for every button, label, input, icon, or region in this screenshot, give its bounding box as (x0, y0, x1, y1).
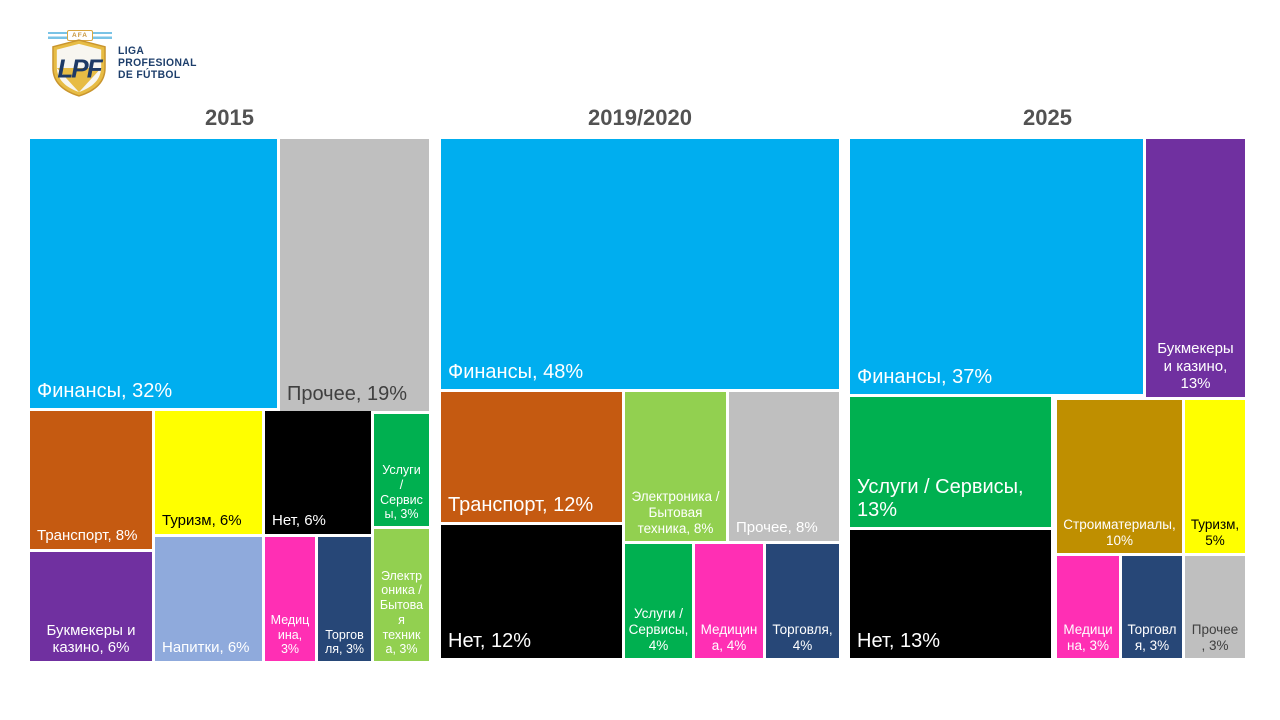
tile-label: Нет, 12% (448, 630, 531, 653)
treemap-2015: Финансы, 32% Прочее, 19% Транспорт, 8% Букм… (30, 139, 429, 661)
tile-label: Прочее, 8% (736, 519, 818, 537)
tile-label: Медици на, 3% (1063, 622, 1113, 654)
treemap-tile: Медицин а, 4% (695, 544, 763, 658)
logo-wordmark: LIGA PROFESIONAL DE FÚTBOL (118, 45, 197, 81)
tile-label: Строиматериалы, 10% (1063, 517, 1176, 549)
afa-stripe-left (48, 32, 67, 39)
chart-title-2019-2020: 2019/2020 (588, 105, 692, 130)
treemap-tile: Финансы, 48% (441, 139, 839, 389)
treemap-tile: Букмекеры и казино, 6% (30, 552, 152, 661)
treemap-tile: Нет, 6% (265, 411, 371, 534)
lpf-shield-icon: LPF (52, 39, 106, 97)
treemap-tile: Прочее, 3% (1185, 556, 1245, 658)
tile-label: Туризм, 5% (1190, 517, 1240, 549)
treemap-tile: Транспорт, 12% (441, 392, 622, 522)
treemap-tile: Транспорт, 8% (30, 411, 152, 549)
wordmark-line-2: PROFESIONAL (118, 57, 197, 69)
tile-label: Финансы, 32% (37, 380, 173, 403)
treemap-tile: Медици на, 3% (1057, 556, 1119, 658)
tile-label: Электроника / Бытовая техника, 8% (631, 489, 720, 537)
wordmark-line-3: DE FÚTBOL (118, 69, 181, 81)
tile-label: Прочее, 19% (287, 383, 407, 406)
wordmark-line-1: LIGA (118, 45, 145, 57)
treemap-tile: Финансы, 37% (850, 139, 1143, 394)
chart-title-2015: 2015 (205, 105, 254, 130)
treemap-tile: Финансы, 32% (30, 139, 277, 408)
tile-label: Букмекеры и казино, 6% (46, 621, 136, 657)
tile-label: Финансы, 37% (857, 366, 993, 389)
treemap-tile: Электр оника / Бытова я техник а, 3% (374, 529, 429, 661)
lpf-logo: AFA LPF LIGA PROFESIONAL DE FÚTBOL (48, 28, 268, 100)
chart-title-2025: 2025 (1023, 105, 1072, 130)
treemap-tile: Напитки, 6% (155, 537, 262, 661)
tile-label: Услуги / Сервисы, 13% (857, 475, 1024, 522)
tile-label: Транспорт, 8% (37, 527, 138, 545)
tile-label: Медиц ина, 3% (270, 612, 310, 657)
tile-label: Транспорт, 12% (448, 494, 594, 517)
treemap-tile: Нет, 13% (850, 530, 1051, 658)
tile-label: Нет, 13% (857, 630, 940, 653)
treemap-tile: Туризм, 5% (1185, 400, 1245, 553)
treemap-tile: Нет, 12% (441, 525, 622, 658)
afa-stripe-right (93, 32, 112, 39)
treemap-tile: Услуги / Сервисы, 13% (850, 397, 1051, 527)
treemap-tile: Услуги / Сервисы, 4% (625, 544, 692, 658)
tile-label: Букмекеры и казино, 13% (1157, 339, 1234, 393)
treemap-2019-2020: Финансы, 48% Транспорт, 12% Нет, 12% Электр… (441, 139, 839, 658)
lpf-monogram: LPF (57, 54, 103, 84)
tile-label: Прочее, 3% (1191, 622, 1239, 654)
treemap-tile: Услуги / Сервис ы, 3% (374, 414, 429, 526)
tile-label: Финансы, 48% (448, 361, 584, 384)
treemap-tile: Прочее, 8% (729, 392, 839, 541)
treemap-tile: Строиматериалы, 10% (1057, 400, 1182, 553)
tile-label: Туризм, 6% (162, 512, 242, 530)
tile-label: Нет, 6% (272, 512, 326, 530)
tile-label: Торговля, 4% (772, 622, 833, 654)
treemap-tile: Туризм, 6% (155, 411, 262, 534)
treemap-tile: Букмекеры и казино, 13% (1146, 139, 1245, 397)
treemap-tile: Торговля, 4% (766, 544, 839, 658)
tile-label: Электр оника / Бытова я техник а, 3% (379, 568, 424, 657)
tile-label: Услуги / Сервисы, 4% (628, 606, 689, 654)
treemap-tile: Электроника / Бытовая техника, 8% (625, 392, 726, 541)
tile-label: Услуги / Сервис ы, 3% (380, 463, 423, 522)
treemap-2025: Финансы, 37% Букмекеры и казино, 13% Услуги … (850, 139, 1245, 658)
tile-label: Напитки, 6% (162, 639, 250, 657)
tile-label: Медицин а, 4% (700, 622, 758, 654)
treemap-tile: Прочее, 19% (280, 139, 429, 411)
treemap-tile: Медиц ина, 3% (265, 537, 315, 661)
